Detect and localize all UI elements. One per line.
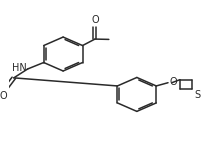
- Text: O: O: [0, 91, 7, 101]
- Text: S: S: [194, 90, 200, 100]
- Text: O: O: [170, 77, 177, 87]
- Text: HN: HN: [12, 63, 27, 73]
- Text: O: O: [91, 15, 99, 25]
